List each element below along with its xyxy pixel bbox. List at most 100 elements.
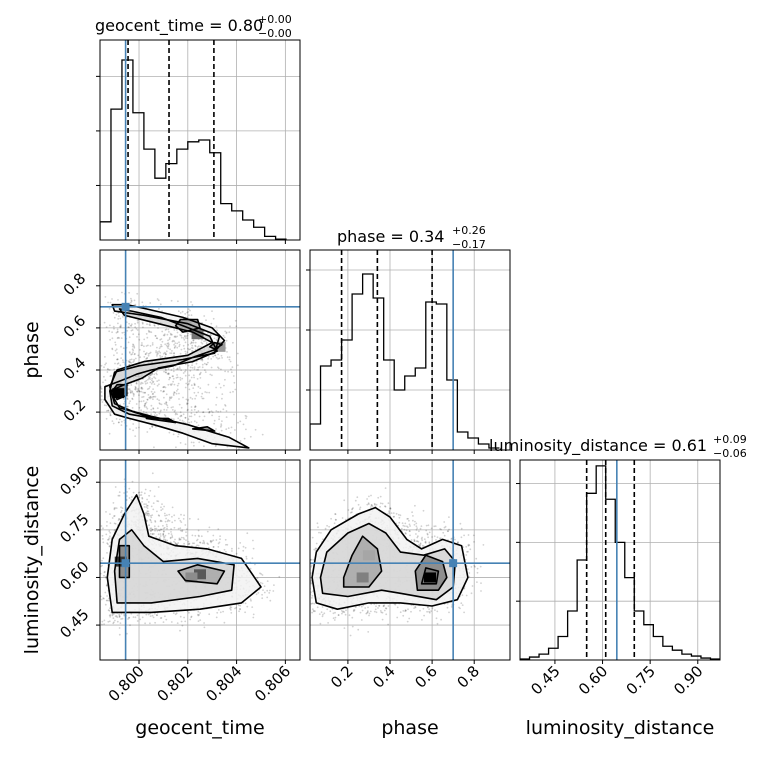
sample-point <box>200 341 203 344</box>
sample-point <box>153 373 156 376</box>
sample-point <box>179 376 182 379</box>
sample-point <box>159 303 162 306</box>
sample-point <box>312 610 315 613</box>
sample-point <box>146 357 149 359</box>
sample-point <box>421 536 423 539</box>
sample-point <box>415 540 418 543</box>
sample-point <box>133 299 136 302</box>
contour-line <box>209 341 223 350</box>
panel-geocent_time-vs-luminosity_distance: 0.450.600.750.900.800 0.802 0.804 0.806 <box>56 459 301 705</box>
sample-point <box>246 605 249 608</box>
sample-point <box>330 517 332 520</box>
sample-point <box>415 522 418 525</box>
sample-point <box>243 437 246 440</box>
sample-point <box>375 611 378 614</box>
sample-point <box>413 538 416 541</box>
sample-point <box>176 342 179 345</box>
sample-point <box>149 374 152 376</box>
sample-point <box>166 527 168 530</box>
sample-point <box>119 622 122 624</box>
sample-point <box>196 378 199 380</box>
sample-point <box>465 545 468 548</box>
sample-point <box>269 599 272 602</box>
sample-point <box>130 299 133 302</box>
sample-point <box>128 402 131 405</box>
sample-point <box>108 545 111 547</box>
sample-point <box>217 366 219 369</box>
sample-point <box>196 544 199 547</box>
sample-point <box>162 533 165 536</box>
sample-point <box>199 612 202 614</box>
sample-point <box>152 395 154 398</box>
sample-point <box>128 336 131 339</box>
sample-point <box>107 409 110 412</box>
sample-point <box>482 544 485 546</box>
sample-point <box>215 428 217 430</box>
sample-point <box>190 409 193 411</box>
sample-point <box>165 371 167 374</box>
sample-point <box>370 504 373 506</box>
sample-point <box>104 603 107 606</box>
sample-point <box>179 538 182 541</box>
sample-point <box>217 542 220 545</box>
sample-point <box>122 347 125 350</box>
sample-point <box>189 333 192 336</box>
sample-point <box>173 352 175 355</box>
sample-point <box>152 407 155 409</box>
sample-point <box>134 388 136 390</box>
sample-point <box>159 351 162 354</box>
sample-point <box>337 614 340 616</box>
title-phase-minus: −0.17 <box>452 238 486 251</box>
sample-point <box>447 530 449 532</box>
sample-point <box>235 606 238 609</box>
sample-point <box>162 390 165 393</box>
sample-point <box>100 598 103 601</box>
sample-point <box>218 383 221 385</box>
sample-point <box>176 384 179 387</box>
sample-point <box>261 574 264 576</box>
sample-point <box>225 339 228 342</box>
sample-point <box>185 539 187 542</box>
sample-point <box>113 327 115 330</box>
sample-point <box>222 408 225 411</box>
sample-point <box>189 309 191 312</box>
sample-point <box>157 533 160 536</box>
sample-point <box>97 574 99 576</box>
sample-point <box>130 384 133 386</box>
sample-point <box>137 389 139 391</box>
sample-point <box>172 612 175 614</box>
sample-point <box>153 324 156 327</box>
sample-point <box>152 508 155 511</box>
sample-point <box>311 602 314 605</box>
sample-point <box>412 515 414 517</box>
sample-point <box>151 379 153 382</box>
density-peak <box>356 572 369 583</box>
sample-point <box>143 405 146 408</box>
sample-point <box>172 370 175 373</box>
sample-point <box>109 338 111 341</box>
sample-point <box>202 411 205 413</box>
sample-point <box>101 620 104 623</box>
sample-point <box>116 358 119 360</box>
sample-point <box>417 544 420 546</box>
sample-point <box>147 514 150 517</box>
sample-point <box>314 549 317 552</box>
sample-point <box>147 329 150 332</box>
sample-point <box>402 610 405 612</box>
sample-point <box>190 615 193 618</box>
sample-point <box>164 415 167 417</box>
sample-point <box>186 409 189 412</box>
sample-point <box>227 427 230 429</box>
sample-point <box>190 301 192 303</box>
sample-point <box>151 425 154 428</box>
sample-point <box>168 513 171 516</box>
sample-point <box>200 395 203 398</box>
sample-point <box>404 532 407 534</box>
sample-point <box>111 613 114 616</box>
sample-point <box>149 381 152 384</box>
sample-point <box>171 535 174 537</box>
sample-point <box>152 616 155 619</box>
sample-point <box>199 371 202 374</box>
sample-point <box>263 585 266 588</box>
sample-point <box>159 617 162 619</box>
